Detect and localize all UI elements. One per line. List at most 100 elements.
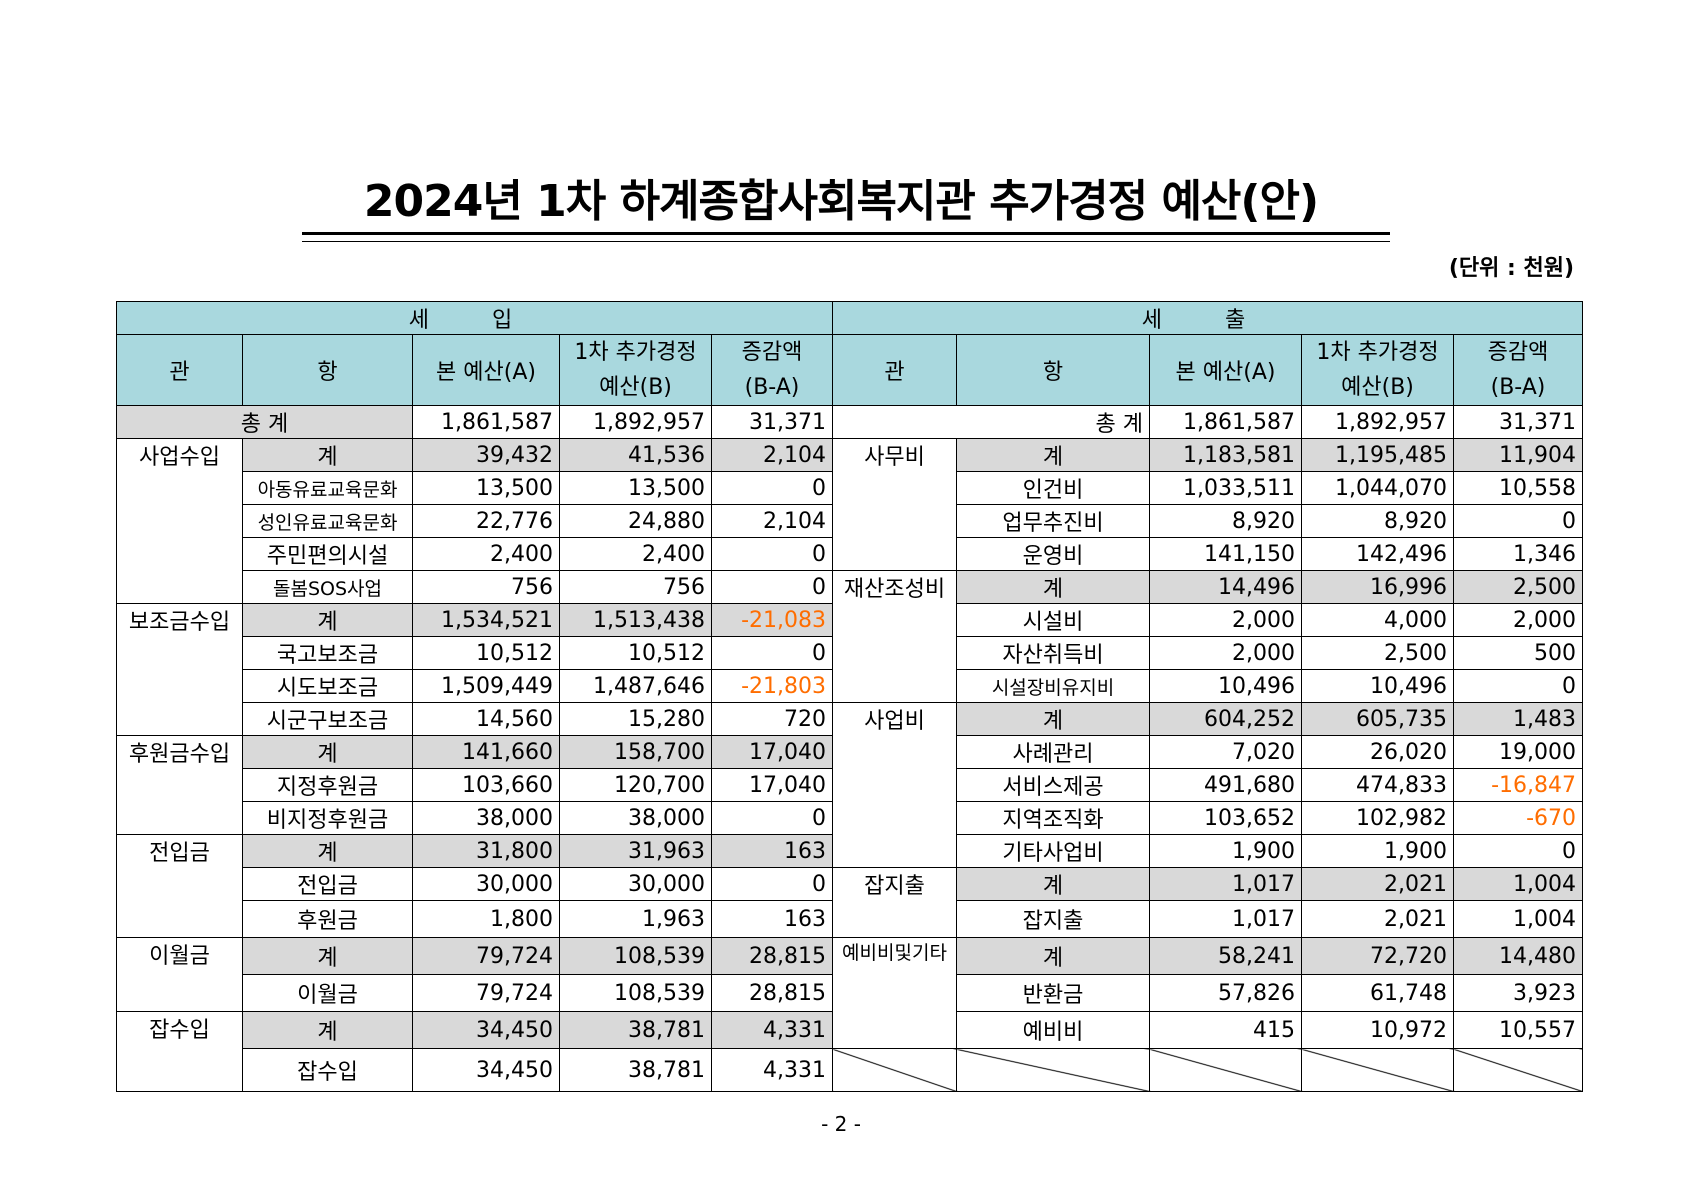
expense-hang: 예비비 [956, 1011, 1150, 1049]
revenue-hang: 지정후원금 [242, 768, 413, 802]
revenue-hang: 계 [242, 834, 413, 868]
revenue-hang: 전입금 [242, 867, 413, 901]
expense-hang: 시설비 [956, 603, 1150, 637]
revenue-gwan: 이월금 [116, 937, 243, 1012]
expense-diff: 0 [1453, 834, 1583, 868]
table-row: 지정후원금 103,660 120,700 17,040 서비스제공 491,680 474… [117, 768, 1583, 802]
page-number: - 2 - [821, 1112, 861, 1136]
expense-gwan: 사업비 [832, 702, 957, 868]
revenue-gwan: 후원금수입 [116, 735, 243, 835]
table-row: 국고보조금 10,512 10,512 0 자산취득비 2,000 2,500 500 [117, 636, 1583, 670]
expense-diff: 2,500 [1453, 570, 1583, 604]
expense-hang: 업무추진비 [956, 504, 1150, 538]
expense-section-header: 세 출 [832, 301, 1583, 335]
table-row: 이월금 79,724 108,539 28,815 반환금 57,826 61,748 3,9… [117, 974, 1583, 1012]
expense-diff: 500 [1453, 636, 1583, 670]
expense-base: 103,652 [1149, 801, 1302, 835]
title-underline [302, 232, 1390, 242]
revenue-diff: 28,815 [711, 937, 833, 975]
expense-supp: 4,000 [1301, 603, 1454, 637]
revenue-hang: 계 [242, 1011, 413, 1049]
expense-base: 1,017 [1149, 867, 1302, 901]
expense-base: 57,826 [1149, 974, 1302, 1012]
expense-base: 1,033,511 [1149, 471, 1302, 505]
revenue-hang: 비지정후원금 [242, 801, 413, 835]
total-revenue-supp: 1,892,957 [559, 405, 712, 439]
revenue-hang: 시도보조금 [242, 669, 413, 703]
revenue-base: 756 [412, 570, 560, 604]
col-header-supp: 1차 추가경정 예산(B) [559, 334, 712, 406]
col-header-base: 본 예산(A) [1149, 334, 1302, 406]
expense-gwan: 재산조성비 [832, 570, 957, 703]
expense-base: 7,020 [1149, 735, 1302, 769]
table-row: 이월금 계 79,724 108,539 28,815 예비비및기타 계 58,241 72,7… [116, 937, 1583, 1049]
expense-diff: 10,558 [1453, 471, 1583, 505]
revenue-gwan: 전입금 [116, 834, 243, 938]
revenue-hang: 성인유료교육문화 [242, 504, 413, 538]
revenue-supp: 1,963 [559, 900, 712, 938]
expense-hang: 반환금 [956, 974, 1150, 1012]
revenue-supp: 2,400 [559, 537, 712, 571]
revenue-supp: 31,963 [559, 834, 712, 868]
revenue-diff: 2,104 [711, 438, 833, 472]
revenue-diff: 0 [711, 537, 833, 571]
revenue-diff: 0 [711, 570, 833, 604]
table-row: 잡수입 계 34,450 38,781 4,331 예비비 415 10,972 10,557 [116, 1011, 1583, 1092]
expense-diff: 11,904 [1453, 438, 1583, 472]
revenue-supp: 108,539 [559, 974, 712, 1012]
expense-base: 10,496 [1149, 669, 1302, 703]
table-row: 사업수입 계 39,432 41,536 2,104 사무비 계 1,183,581 1,195… [116, 438, 1583, 604]
revenue-supp: 108,539 [559, 937, 712, 975]
expense-diff: 1,483 [1453, 702, 1583, 736]
revenue-supp: 38,000 [559, 801, 712, 835]
expense-supp: 2,021 [1301, 867, 1454, 901]
revenue-hang: 계 [242, 735, 413, 769]
expense-hang: 계 [956, 702, 1150, 736]
expense-base: 58,241 [1149, 937, 1302, 975]
total-revenue-base: 1,861,587 [412, 405, 560, 439]
revenue-base: 38,000 [412, 801, 560, 835]
expense-diff: 10,557 [1453, 1011, 1583, 1049]
revenue-base: 13,500 [412, 471, 560, 505]
revenue-hang: 주민편의시설 [242, 537, 413, 571]
revenue-diff: 0 [711, 471, 833, 505]
expense-hang: 자산취득비 [956, 636, 1150, 670]
expense-supp: 72,720 [1301, 937, 1454, 975]
expense-hang: 계 [956, 937, 1150, 975]
expense-diff: 14,480 [1453, 937, 1583, 975]
revenue-supp: 1,487,646 [559, 669, 712, 703]
expense-base: 2,000 [1149, 636, 1302, 670]
revenue-diff: 0 [711, 867, 833, 901]
col-header-diff: 증감액 (B-A) [1453, 334, 1583, 406]
expense-diff: 1,346 [1453, 537, 1583, 571]
expense-diff: -670 [1453, 801, 1583, 835]
total-expense-base: 1,861,587 [1149, 405, 1302, 439]
expense-hang: 지역조직화 [956, 801, 1150, 835]
expense-diff: 3,923 [1453, 974, 1583, 1012]
revenue-gwan: 사업수입 [116, 438, 243, 604]
table-row: 전입금 계 31,800 31,963 163 기타사업비 1,900 1,900 0 [116, 834, 1583, 938]
expense-supp: 102,982 [1301, 801, 1454, 835]
table-row: 시군구보조금 14,560 15,280 720 사업비 계 604,252 605,735 1… [117, 702, 1583, 868]
table-row: 돌봄SOS사업 756 756 0 재산조성비 계 14,496 16,996 2,500 [117, 570, 1583, 703]
expense-supp: 2,021 [1301, 900, 1454, 938]
revenue-diff: 0 [711, 801, 833, 835]
revenue-supp: 10,512 [559, 636, 712, 670]
revenue-hang: 돌봄SOS사업 [242, 570, 413, 604]
expense-diff: 1,004 [1453, 900, 1583, 938]
expense-supp: 10,496 [1301, 669, 1454, 703]
expense-supp: 8,920 [1301, 504, 1454, 538]
expense-hang: 인건비 [956, 471, 1150, 505]
revenue-base: 2,400 [412, 537, 560, 571]
revenue-base: 30,000 [412, 867, 560, 901]
revenue-hang: 계 [242, 438, 413, 472]
revenue-base: 103,660 [412, 768, 560, 802]
revenue-supp: 158,700 [559, 735, 712, 769]
expense-gwan: 예비비및기타 [832, 937, 957, 1049]
total-expense-supp: 1,892,957 [1301, 405, 1454, 439]
revenue-diff: -21,083 [711, 603, 833, 637]
expense-hang: 계 [956, 570, 1150, 604]
expense-supp: 474,833 [1301, 768, 1454, 802]
expense-hang: 계 [956, 438, 1150, 472]
expense-supp: 16,996 [1301, 570, 1454, 604]
